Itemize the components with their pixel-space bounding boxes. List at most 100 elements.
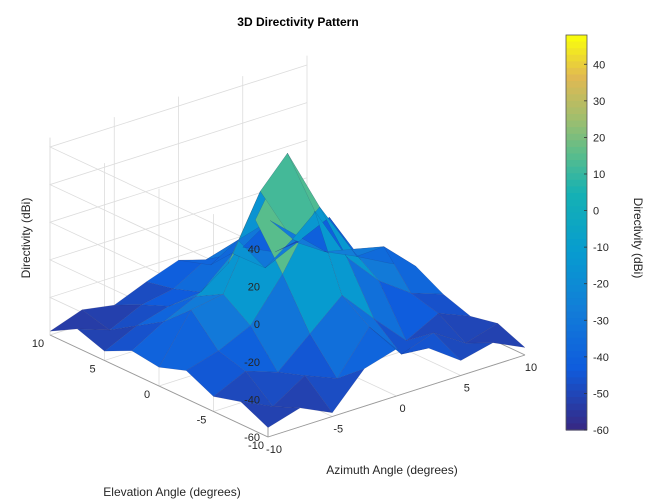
colorbar-segment	[566, 245, 587, 253]
colorbar-segment	[566, 344, 587, 352]
colorbar-segment	[566, 318, 587, 326]
colorbar-segment	[566, 351, 587, 359]
colorbar-segment	[566, 35, 587, 43]
colorbar-tick-label: 0	[593, 206, 599, 218]
colorbar-segment	[566, 94, 587, 102]
z-tick-label: -20	[244, 357, 260, 369]
x-tick-label: 10	[525, 362, 537, 374]
colorbar-segment	[566, 107, 587, 115]
colorbar-segment	[566, 212, 587, 220]
colorbar-segment	[566, 87, 587, 95]
colorbar-segment	[566, 278, 587, 286]
surface-facet	[410, 292, 472, 317]
colorbar-segment	[566, 403, 587, 411]
colorbar-segment	[566, 364, 587, 372]
colorbar-segment	[566, 48, 587, 56]
y-tick-label: -5	[197, 415, 207, 427]
colorbar-segment	[566, 311, 587, 319]
z-tick-label: -60	[244, 432, 260, 444]
colorbar-segment	[566, 225, 587, 234]
colorbar-segment	[566, 67, 587, 76]
colorbar-segment	[566, 390, 587, 398]
colorbar-segment	[566, 173, 587, 181]
colorbar-segment	[566, 120, 587, 128]
colorbar-segment	[566, 166, 587, 174]
colorbar-segment	[566, 114, 587, 122]
colorbar-tick-label: -10	[593, 242, 609, 254]
colorbar-tick-label: -30	[593, 315, 609, 327]
colorbar-segment	[566, 61, 587, 69]
colorbar: -60 -50 -40 -30 -20 -10 0 10 20 30 40	[565, 34, 609, 437]
colorbar-segment	[566, 304, 587, 313]
colorbar-segment	[566, 146, 587, 155]
surface-facet	[464, 323, 526, 348]
colorbar-segment	[566, 377, 587, 385]
colorbar-tick-label: 10	[593, 169, 605, 181]
colorbar-tick-label: -20	[593, 279, 609, 291]
y-axis-label: Elevation Angle (degrees)	[103, 485, 240, 499]
y-tick-label: 0	[144, 389, 150, 401]
colorbar-tick-label: -40	[593, 352, 609, 364]
colorbar-segment	[566, 186, 587, 194]
x-axis-label: Azimuth Angle (degrees)	[326, 463, 457, 477]
colorbar-tick-label: 20	[593, 132, 605, 144]
chart-title: 3D Directivity Pattern	[237, 15, 358, 29]
colorbar-frame	[565, 34, 588, 431]
colorbar-segment	[566, 298, 587, 306]
colorbar-segment	[566, 265, 587, 273]
axis-line	[49, 334, 269, 438]
y-tick-label: 5	[89, 364, 95, 376]
colorbar-segment	[566, 41, 587, 49]
colorbar-tick-label: 30	[593, 96, 605, 108]
colorbar-segment	[566, 54, 587, 62]
colorbar-segment	[566, 153, 587, 161]
grid-line	[48, 64, 308, 250]
colorbar-segment	[566, 397, 587, 405]
colorbar-segment	[566, 100, 587, 109]
surface-facet	[383, 246, 444, 295]
colorbar-segment	[566, 232, 587, 240]
colorbar-segment	[566, 127, 587, 135]
z-tick-label: -40	[244, 394, 260, 406]
colorbar-segment	[566, 357, 587, 365]
z-tick-label: 0	[254, 319, 260, 331]
colorbar-segment	[566, 272, 587, 280]
colorbar-segment	[566, 331, 587, 339]
axis-line	[267, 354, 526, 438]
colorbar-tick-label: -60	[593, 425, 609, 437]
colorbar-label: Directivity (dBi)	[631, 198, 645, 279]
colorbar-tick-label: 40	[593, 59, 605, 71]
colorbar-segment	[566, 199, 587, 207]
z-axis-label: Directivity (dBi)	[19, 198, 33, 279]
colorbar-segment	[566, 74, 587, 82]
y-tick-label: 10	[32, 338, 44, 350]
x-tick-label: -10	[266, 444, 282, 456]
colorbar-segment	[566, 133, 587, 141]
grid-line	[48, 102, 308, 287]
y-tick-label: -10	[248, 440, 264, 452]
colorbar-segment	[566, 291, 587, 299]
colorbar-segment	[566, 423, 587, 431]
colorbar-segment	[566, 239, 587, 247]
colorbar-segment	[566, 370, 587, 378]
colorbar-segment	[566, 324, 587, 332]
colorbar-segment	[566, 258, 587, 267]
colorbar-segment	[566, 219, 587, 227]
colorbar-segment	[566, 410, 587, 418]
colorbar-segment	[566, 252, 587, 260]
colorbar-tick-label: -50	[593, 388, 609, 400]
colorbar-segment	[566, 285, 587, 293]
directivity-surface	[49, 152, 526, 428]
colorbar-segment	[566, 140, 587, 148]
axis-ticks: -60 -40 -20 0 20 40 -10 -5 0 5 10 -10 -5 0 5 10	[32, 244, 537, 456]
colorbar-segment	[566, 193, 587, 201]
x-tick-label: 0	[399, 403, 405, 415]
z-tick-label: 40	[248, 244, 260, 256]
colorbar-segment	[566, 383, 587, 392]
colorbar-segment	[566, 337, 587, 346]
colorbar-segment	[566, 179, 587, 188]
colorbar-segment	[566, 160, 587, 168]
x-tick-label: -5	[333, 424, 343, 436]
z-tick-label: 20	[248, 282, 260, 294]
